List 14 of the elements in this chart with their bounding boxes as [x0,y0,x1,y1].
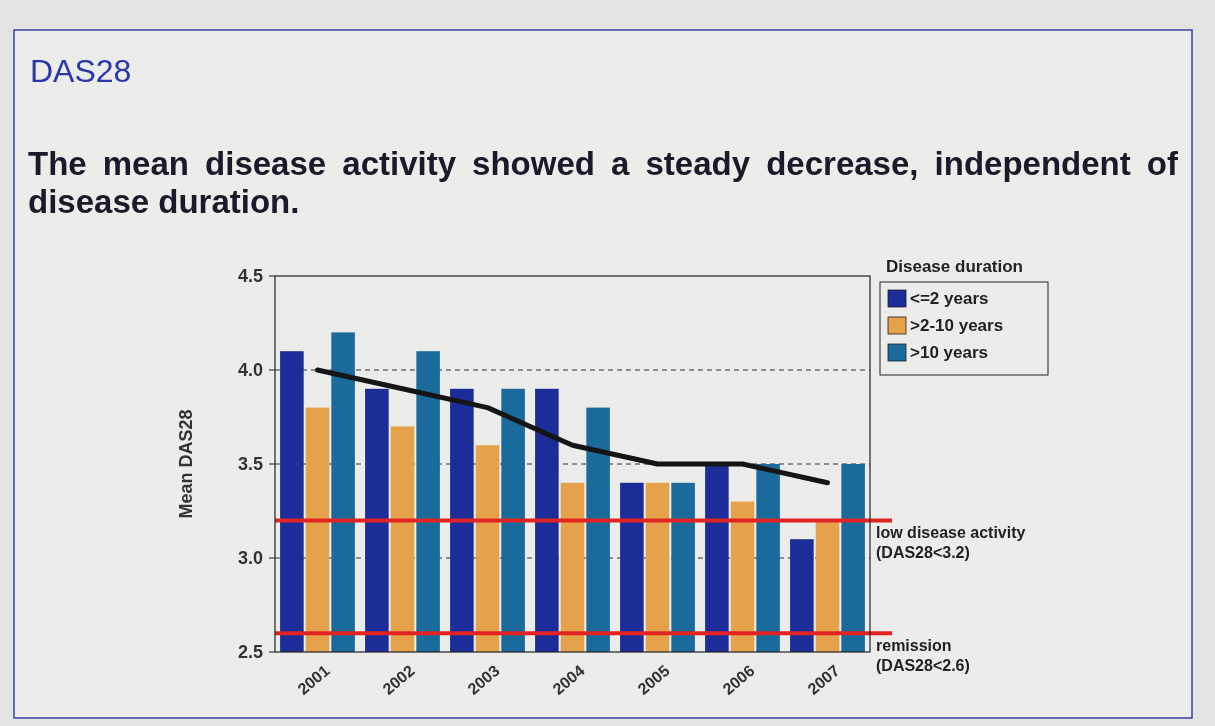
chart-subtitle: The mean disease activity showed a steady decrease, independent of disease duration. [28,145,1178,221]
legend-label: >10 years [910,343,988,362]
legend-label: >2-10 years [910,316,1004,335]
y-tick-label: 2.5 [237,642,263,663]
y-tick-label: 4.5 [237,266,263,287]
y-tick-label: 3.0 [237,548,263,569]
ref-line-label: remission (DAS28<2.6) [876,637,970,675]
chart-title: DAS28 [30,53,132,89]
ref-line-label: low disease activity (DAS28<3.2) [876,524,1026,562]
legend-title: Disease duration [886,257,1023,276]
legend-label: <=2 years [910,289,989,308]
y-tick-label: 4.0 [237,360,263,381]
y-tick-label: 3.5 [237,454,263,475]
y-axis-title: Mean DAS28 [176,409,196,519]
